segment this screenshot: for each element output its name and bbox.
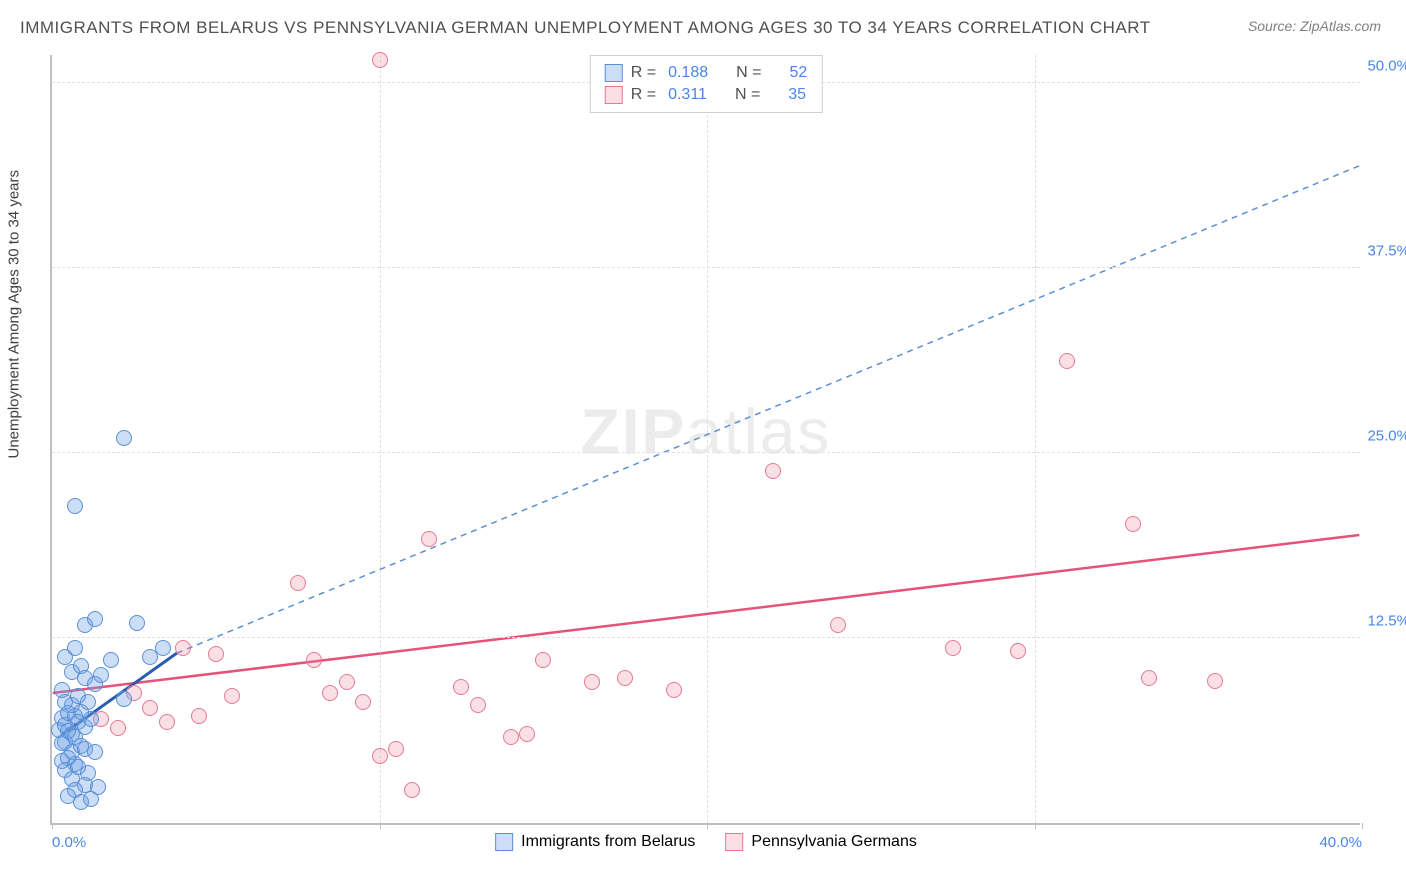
point-belarus: [80, 694, 96, 710]
point-pagerman: [453, 679, 469, 695]
gridline-v: [707, 55, 708, 823]
point-belarus: [83, 791, 99, 807]
gridline-h: [52, 637, 1360, 638]
point-pagerman: [584, 674, 600, 690]
point-belarus: [87, 744, 103, 760]
gridline-v: [1035, 55, 1036, 823]
point-pagerman: [355, 694, 371, 710]
legend-swatch-belarus: [605, 64, 623, 82]
point-pagerman: [175, 640, 191, 656]
point-belarus: [116, 691, 132, 707]
y-axis-label: Unemployment Among Ages 30 to 34 years: [6, 170, 23, 459]
point-pagerman: [535, 652, 551, 668]
point-belarus: [103, 652, 119, 668]
y-tick-label: 37.5%: [1360, 242, 1406, 259]
point-pagerman: [830, 617, 846, 633]
point-pagerman: [1010, 643, 1026, 659]
point-belarus: [93, 667, 109, 683]
point-pagerman: [372, 52, 388, 68]
plot-area: ZIPatlas R = 0.188 N = 52 R = 0.311 N = …: [50, 55, 1360, 825]
x-tick-mark: [707, 823, 708, 829]
y-tick-label: 12.5%: [1360, 612, 1406, 629]
x-tick-label: 40.0%: [1319, 834, 1362, 851]
point-pagerman: [159, 714, 175, 730]
x-tick-mark: [1035, 823, 1036, 829]
legend-correlation: R = 0.188 N = 52 R = 0.311 N = 35: [590, 55, 823, 113]
legend-swatch-belarus-icon: [495, 833, 513, 851]
x-tick-mark: [52, 823, 53, 829]
x-tick-mark: [380, 823, 381, 829]
point-pagerman: [110, 720, 126, 736]
point-pagerman: [666, 682, 682, 698]
point-pagerman: [503, 729, 519, 745]
x-tick-mark: [1362, 823, 1363, 829]
point-pagerman: [470, 697, 486, 713]
point-belarus: [116, 430, 132, 446]
point-belarus: [129, 615, 145, 631]
point-pagerman: [191, 708, 207, 724]
x-tick-label: 0.0%: [52, 834, 86, 851]
point-pagerman: [322, 685, 338, 701]
point-pagerman: [142, 700, 158, 716]
point-belarus: [67, 498, 83, 514]
gridline-h: [52, 267, 1360, 268]
point-pagerman: [290, 575, 306, 591]
point-belarus: [155, 640, 171, 656]
trend-lines: [52, 55, 1360, 823]
point-belarus: [87, 611, 103, 627]
point-pagerman: [339, 674, 355, 690]
point-pagerman: [765, 463, 781, 479]
chart-title: IMMIGRANTS FROM BELARUS VS PENNSYLVANIA …: [20, 18, 1151, 38]
point-belarus: [54, 682, 70, 698]
legend-series: Immigrants from Belarus Pennsylvania Ger…: [495, 833, 917, 851]
watermark: ZIPatlas: [581, 395, 832, 469]
point-pagerman: [945, 640, 961, 656]
source-label: Source: ZipAtlas.com: [1248, 18, 1381, 34]
point-pagerman: [1207, 673, 1223, 689]
legend-row-belarus: R = 0.188 N = 52: [605, 62, 808, 84]
point-pagerman: [1059, 353, 1075, 369]
y-tick-label: 50.0%: [1360, 57, 1406, 74]
point-belarus: [67, 640, 83, 656]
point-pagerman: [372, 748, 388, 764]
legend-swatch-pagerman: [605, 86, 623, 104]
point-pagerman: [617, 670, 633, 686]
point-pagerman: [404, 782, 420, 798]
legend-swatch-pagerman-icon: [725, 833, 743, 851]
point-pagerman: [388, 741, 404, 757]
gridline-h: [52, 452, 1360, 453]
point-pagerman: [1141, 670, 1157, 686]
legend-item-pagerman: Pennsylvania Germans: [725, 833, 916, 851]
y-tick-label: 25.0%: [1360, 427, 1406, 444]
point-pagerman: [208, 646, 224, 662]
point-pagerman: [1125, 516, 1141, 532]
point-pagerman: [224, 688, 240, 704]
point-pagerman: [519, 726, 535, 742]
legend-item-belarus: Immigrants from Belarus: [495, 833, 695, 851]
point-pagerman: [306, 652, 322, 668]
point-pagerman: [421, 531, 437, 547]
gridline-v: [380, 55, 381, 823]
legend-row-pagerman: R = 0.311 N = 35: [605, 84, 808, 106]
point-belarus: [83, 711, 99, 727]
